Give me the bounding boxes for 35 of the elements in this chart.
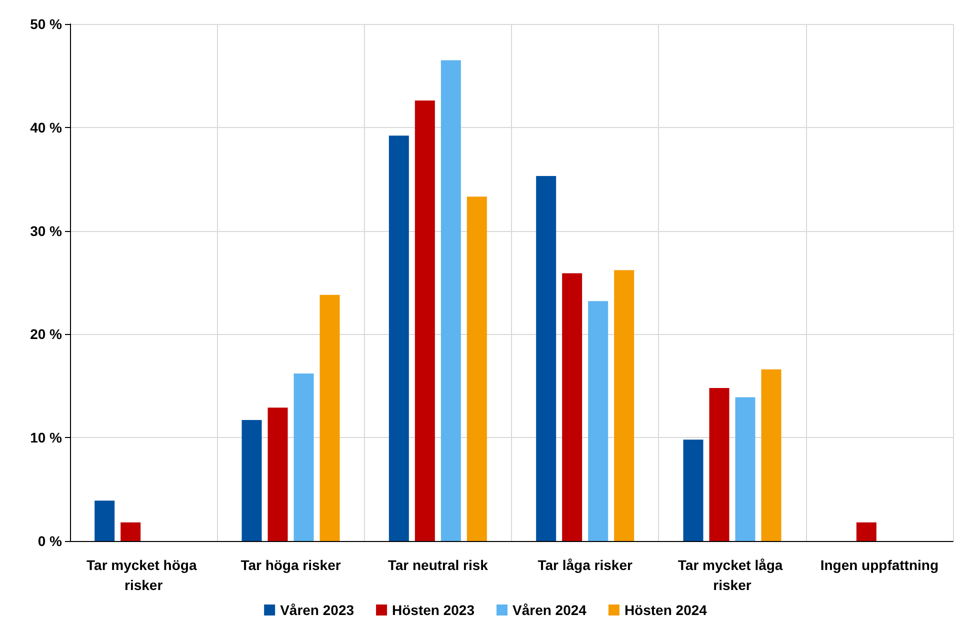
bar: [320, 294, 340, 541]
bar: [294, 373, 314, 541]
bar: [735, 397, 756, 541]
y-tick-label: 10 %: [30, 430, 63, 446]
bar: [268, 408, 288, 541]
x-tick-label: Tar låga risker: [538, 557, 633, 573]
bar: [440, 60, 461, 541]
bar: [614, 270, 634, 541]
bar: [242, 420, 262, 541]
legend-label: Våren 2023: [280, 602, 354, 618]
legend-label: Hösten 2023: [392, 602, 475, 618]
bar: [536, 176, 556, 541]
x-tick-label: Tar mycket höga risker: [86, 557, 201, 593]
y-tick-label: 50 %: [30, 16, 63, 32]
x-tick-label: Tar mycket låga risker: [678, 557, 787, 593]
bar: [683, 440, 704, 541]
legend-label: Hösten 2024: [624, 602, 708, 618]
bar: [466, 196, 487, 541]
x-tick-label: Tar höga risker: [240, 557, 342, 573]
bar: [588, 301, 608, 541]
bar: [562, 273, 582, 541]
legend-label: Våren 2024: [512, 602, 587, 618]
bar: [761, 369, 782, 541]
bar: [388, 136, 409, 541]
y-tick-label: 30 %: [30, 222, 63, 239]
bar: [120, 522, 141, 541]
y-tick-label: 20 %: [30, 326, 63, 342]
x-tick-label: Ingen uppfattning: [820, 557, 939, 573]
bar: [856, 522, 876, 541]
y-tick-label: 0 %: [38, 533, 63, 549]
bar: [709, 388, 730, 541]
x-tick-label: Tar neutral risk: [388, 557, 488, 573]
bar: [94, 500, 115, 541]
bar: [414, 100, 435, 541]
y-tick-label: 40 %: [30, 119, 63, 136]
